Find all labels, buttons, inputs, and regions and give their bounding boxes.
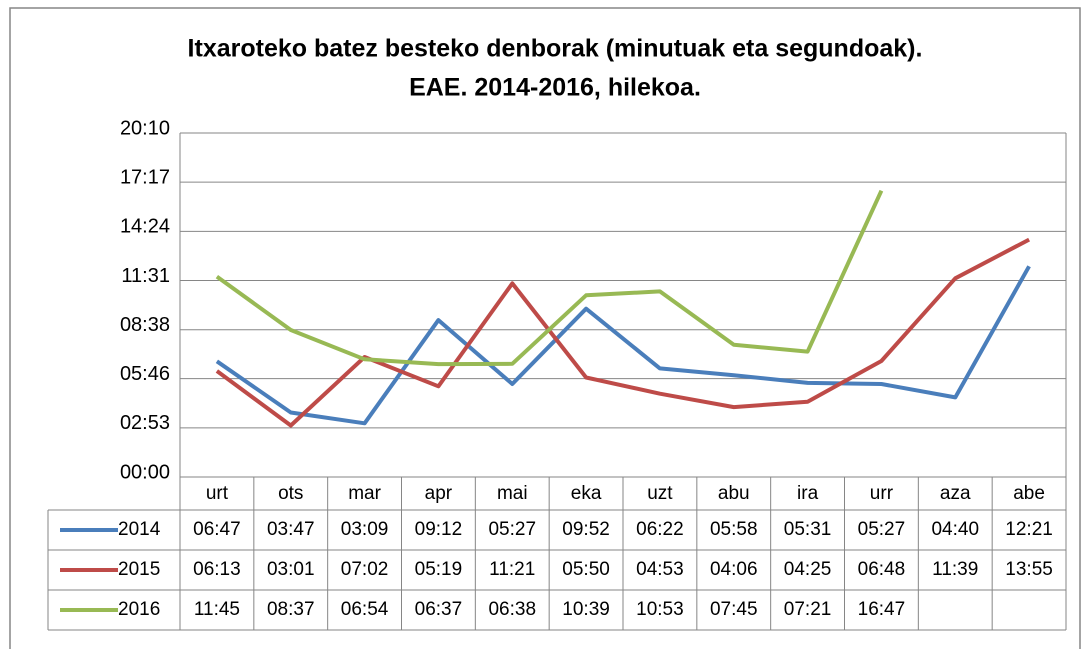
table-cell: 04:06 bbox=[710, 559, 758, 580]
chart-frame bbox=[9, 7, 1081, 649]
table-cell: 07:02 bbox=[341, 559, 389, 580]
y-tick-label: 00:00 bbox=[120, 461, 170, 483]
table-cell: 07:21 bbox=[784, 599, 832, 620]
series-line bbox=[215, 265, 1031, 426]
table-cell: 11:39 bbox=[932, 559, 978, 580]
table-cell: 08:37 bbox=[267, 599, 315, 620]
table-cell: 10:53 bbox=[636, 599, 684, 620]
x-tick-label: ots bbox=[278, 483, 303, 504]
y-tick-label: 17:17 bbox=[120, 166, 170, 188]
table-cell: 10:39 bbox=[562, 599, 610, 620]
legend-label: 2016 bbox=[118, 599, 160, 620]
table-cell: 03:09 bbox=[341, 519, 389, 540]
table-cell: 05:19 bbox=[415, 559, 463, 580]
table-cell: 12:21 bbox=[1005, 519, 1053, 540]
table-cell: 06:22 bbox=[636, 519, 684, 540]
table-cell: 05:27 bbox=[488, 519, 536, 540]
x-tick-label: aza bbox=[940, 483, 971, 504]
table-cell: 06:54 bbox=[341, 599, 389, 620]
table-cell: 03:47 bbox=[267, 519, 315, 540]
x-tick-label: abu bbox=[718, 483, 750, 504]
table-cell: 05:58 bbox=[710, 519, 758, 540]
table-cell: 09:52 bbox=[562, 519, 610, 540]
table-cell: 05:50 bbox=[562, 559, 610, 580]
table-cell: 06:37 bbox=[415, 599, 463, 620]
table-cell: 07:45 bbox=[710, 599, 758, 620]
x-tick-label: ira bbox=[797, 483, 819, 504]
table-cell: 06:47 bbox=[193, 519, 241, 540]
legend-label: 2015 bbox=[118, 559, 160, 580]
table-cell: 06:48 bbox=[858, 559, 906, 580]
x-tick-label: mar bbox=[348, 483, 381, 504]
x-tick-label: uzt bbox=[647, 483, 673, 504]
table-cell: 06:13 bbox=[193, 559, 241, 580]
table-cell: 05:27 bbox=[858, 519, 906, 540]
x-tick-label: apr bbox=[425, 483, 453, 504]
table-cell: 04:40 bbox=[931, 519, 979, 540]
table-cell: 03:01 bbox=[267, 559, 315, 580]
table-cell: 09:12 bbox=[415, 519, 463, 540]
table-cell: 06:38 bbox=[488, 599, 536, 620]
chart-title: Itxaroteko batez besteko denborak (minut… bbox=[188, 35, 923, 63]
legend-label: 2014 bbox=[118, 519, 161, 540]
table-cell: 11:21 bbox=[489, 559, 535, 580]
y-tick-label: 11:31 bbox=[121, 265, 170, 287]
series-line bbox=[215, 237, 1031, 428]
table-cell: 05:31 bbox=[784, 519, 832, 540]
x-tick-label: urt bbox=[206, 483, 229, 504]
table-cell: 04:53 bbox=[636, 559, 684, 580]
y-tick-label: 02:53 bbox=[120, 412, 170, 434]
chart-subtitle: EAE. 2014-2016, hilekoa. bbox=[409, 74, 701, 102]
y-tick-label: 14:24 bbox=[120, 216, 170, 238]
table-cell: 16:47 bbox=[858, 599, 906, 620]
x-tick-label: mai bbox=[497, 483, 528, 504]
table-cell: 04:25 bbox=[784, 559, 832, 580]
table-cell: 13:55 bbox=[1005, 559, 1053, 580]
series-line bbox=[215, 189, 884, 367]
y-tick-label: 05:46 bbox=[120, 363, 170, 385]
y-tick-label: 20:10 bbox=[120, 117, 170, 139]
x-tick-label: eka bbox=[571, 483, 602, 504]
y-tick-label: 08:38 bbox=[120, 314, 170, 336]
x-tick-label: urr bbox=[870, 483, 894, 504]
x-tick-label: abe bbox=[1013, 483, 1045, 504]
table-cell: 11:45 bbox=[194, 599, 240, 620]
